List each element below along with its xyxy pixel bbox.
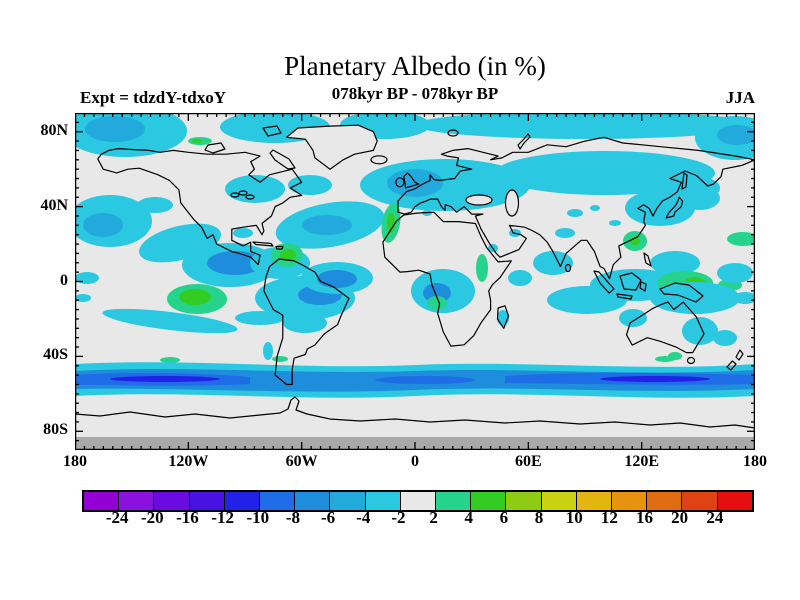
coast-novaya-zemlya (517, 133, 531, 150)
colorbar-tick-label: -10 (246, 508, 270, 527)
lat-tick-label: 0 (60, 271, 68, 289)
colorbar-tick-label: -20 (140, 508, 164, 527)
lon-tick-label: 180 (63, 453, 87, 470)
coast-java (616, 293, 633, 300)
lon-tick-label: 180 (743, 453, 767, 470)
coast-new-zealand-north (735, 349, 744, 361)
great-lake-1 (230, 192, 240, 198)
map-area (75, 113, 755, 450)
colorbar-tick-label: -6 (321, 508, 336, 527)
colorbar-segment (260, 492, 296, 510)
lat-tick-label: 40S (43, 346, 68, 364)
lon-tick-label: 0 (411, 453, 419, 470)
coast-japan (665, 196, 684, 219)
anomaly-shading (75, 113, 755, 398)
colorbar-tick-label: 2 (429, 508, 438, 527)
great-lake-3 (245, 194, 255, 200)
colorbar-segment (682, 492, 718, 510)
coast-victoria-island (204, 142, 226, 154)
coast-britain (403, 172, 420, 189)
coast-sulawesi (639, 281, 647, 292)
colorbar-tick-label: -2 (391, 508, 406, 527)
colorbar-segment (541, 492, 577, 510)
lon-tick-label: 60W (285, 453, 318, 470)
colorbar-segment (119, 492, 155, 510)
colorbar-segment (365, 492, 401, 510)
colorbar-segment (84, 492, 120, 510)
coast-sakhalin (681, 172, 688, 190)
coast-eurasia (397, 136, 755, 280)
coast-new-zealand-south (726, 360, 737, 371)
coast-madagascar (496, 305, 510, 329)
colorbar-tick-label: 20 (671, 508, 689, 527)
colorbar-segment (471, 492, 507, 510)
coast-hispaniola (275, 245, 284, 250)
season-label: JJA (725, 88, 755, 107)
colorbar-segment (224, 492, 261, 510)
colorbar-segment (330, 492, 366, 510)
colorbar-segment (436, 492, 472, 510)
coast-philippines (643, 252, 652, 267)
coast-antarctica (75, 396, 755, 429)
coast-ireland (395, 177, 405, 188)
colorbar-segment (612, 492, 648, 510)
great-lake-2 (238, 190, 248, 196)
coast-africa (382, 211, 512, 347)
lon-tick-label: 120E (624, 453, 659, 470)
colorbar-segment (295, 492, 331, 510)
plot-title: Planetary Albedo (in %) (284, 51, 546, 81)
coastlines (75, 124, 755, 429)
coast-iceland (370, 155, 388, 165)
colorbar-tick-label: -4 (356, 508, 371, 527)
colorbar-tick-label: 16 (636, 508, 654, 527)
coast-new-guinea (659, 282, 704, 303)
colorbar-tick-label: 4 (464, 508, 473, 527)
coast-borneo (619, 272, 642, 291)
black-sea (465, 194, 493, 206)
colorbar-segment (576, 492, 613, 510)
caspian-sea (504, 189, 520, 217)
colorbar-segment (717, 492, 752, 510)
coast-svalbard (447, 129, 459, 137)
coast-baffin (269, 149, 296, 170)
colorbar-segment (647, 492, 683, 510)
world-contour-map (75, 113, 755, 450)
colorbar-tick-label: -16 (176, 508, 199, 527)
lat-tick-label: 80N (40, 121, 68, 139)
colorbar-segment (506, 492, 542, 510)
colorbar-tick-label: 10 (565, 508, 583, 527)
lon-tick-label: 120W (168, 453, 209, 470)
coast-south-america (263, 258, 350, 386)
colorbar-segment (154, 492, 190, 510)
coast-cuba (252, 241, 274, 247)
plot-subtitle: 078kyr BP - 078kyr BP (331, 84, 499, 103)
coast-tasmania (686, 356, 696, 365)
colorbar-tick-label: -8 (285, 508, 301, 527)
colorbar-tick-label: 8 (534, 508, 544, 527)
lon-tick-label: 60E (514, 453, 542, 470)
colorbar-tick-label: -24 (105, 508, 129, 527)
coast-north-america (97, 148, 303, 266)
coast-sri-lanka (564, 263, 572, 273)
coast-ellesmere (262, 125, 282, 137)
colorbar-tick-label: 24 (706, 508, 724, 527)
colorbar-tick-label: -12 (211, 508, 234, 527)
colorbar-segment (400, 492, 437, 510)
coast-sumatra (593, 270, 615, 294)
lat-tick-label: 40N (40, 196, 68, 214)
colorbar-segment (189, 492, 225, 510)
colorbar-tick-label: 6 (499, 508, 509, 527)
coast-greenland (286, 124, 378, 170)
colorbar-tick-label: 12 (600, 508, 618, 527)
lat-tick-label: 80S (43, 421, 68, 439)
coast-australia (625, 301, 705, 354)
colorbar (82, 490, 754, 512)
experiment-label: Expt = tdzdY-tdxoY (80, 88, 227, 107)
